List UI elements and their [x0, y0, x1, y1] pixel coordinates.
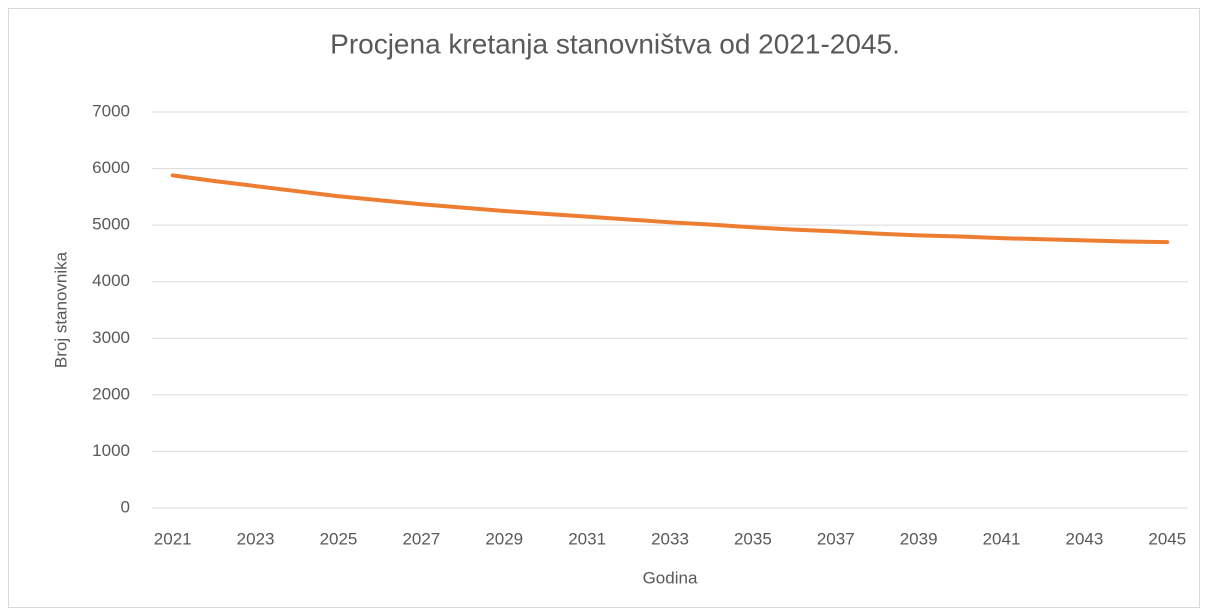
y-tick-label: 3000 [92, 328, 130, 347]
y-tick-label: 2000 [92, 384, 130, 403]
y-tick-label: 5000 [92, 215, 130, 234]
x-tick-label: 2027 [402, 529, 440, 548]
y-axis-title: Broj stanovnika [51, 251, 70, 368]
chart-title: Procjena kretanja stanovništva od 2021-2… [330, 28, 900, 59]
x-tick-label: 2031 [568, 529, 606, 548]
x-tick-label: 2041 [983, 529, 1021, 548]
x-tick-label: 2035 [734, 529, 772, 548]
data-line [170, 173, 1170, 245]
x-tick-label: 2023 [237, 529, 275, 548]
y-tick-label: 1000 [92, 441, 130, 460]
x-tick-label: 2029 [485, 529, 523, 548]
y-tick-label: 7000 [92, 101, 130, 120]
y-tick-label: 4000 [92, 271, 130, 290]
y-tick-label: 0 [121, 497, 130, 516]
chart-frame [8, 8, 1200, 608]
x-tick-label: 2039 [900, 529, 938, 548]
x-tick-label: 2045 [1148, 529, 1186, 548]
x-axis-title: Godina [643, 568, 698, 587]
y-tick-label: 6000 [92, 158, 130, 177]
x-tick-label: 2043 [1065, 529, 1103, 548]
x-tick-label: 2033 [651, 529, 689, 548]
x-tick-label: 2025 [320, 529, 358, 548]
x-tick-label: 2037 [817, 529, 855, 548]
x-tick-label: 2021 [154, 529, 192, 548]
